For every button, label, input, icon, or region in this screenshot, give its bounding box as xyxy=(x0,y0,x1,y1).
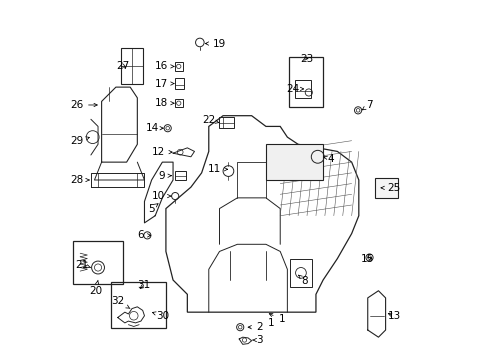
Bar xyxy=(73,241,123,284)
Text: 24: 24 xyxy=(286,84,303,94)
Text: 9: 9 xyxy=(158,171,171,181)
Text: 20: 20 xyxy=(89,280,102,296)
Text: 4: 4 xyxy=(323,154,333,163)
Text: 22: 22 xyxy=(202,115,219,125)
Bar xyxy=(175,78,183,89)
Bar xyxy=(288,57,323,107)
Text: 31: 31 xyxy=(137,280,150,291)
Text: 7: 7 xyxy=(362,100,372,110)
Text: 21: 21 xyxy=(75,260,91,270)
Text: 3: 3 xyxy=(252,335,262,345)
Text: 5: 5 xyxy=(147,203,158,213)
Text: 18: 18 xyxy=(154,98,174,108)
Text: 14: 14 xyxy=(145,123,163,133)
Text: 11: 11 xyxy=(207,164,227,174)
Text: 17: 17 xyxy=(154,78,174,89)
Text: 23: 23 xyxy=(299,54,312,64)
Text: 8: 8 xyxy=(298,275,307,286)
Text: 26: 26 xyxy=(70,100,97,110)
Bar xyxy=(294,80,310,98)
Text: 1: 1 xyxy=(267,318,274,328)
Text: 16: 16 xyxy=(154,62,174,71)
Bar xyxy=(175,171,185,180)
Text: 10: 10 xyxy=(152,191,171,201)
Text: 27: 27 xyxy=(116,61,129,71)
Bar xyxy=(121,48,142,84)
Text: 25: 25 xyxy=(380,183,400,193)
Bar xyxy=(219,117,233,128)
Text: 12: 12 xyxy=(152,147,172,157)
Text: 13: 13 xyxy=(386,311,400,321)
Text: 28: 28 xyxy=(70,175,89,185)
Bar xyxy=(374,178,397,198)
Text: 29: 29 xyxy=(70,136,89,147)
Text: 32: 32 xyxy=(111,296,130,309)
Bar xyxy=(290,258,311,287)
Text: 2: 2 xyxy=(247,322,262,332)
Text: 19: 19 xyxy=(205,39,225,49)
Bar xyxy=(175,99,183,108)
Bar xyxy=(265,144,323,180)
Text: 15: 15 xyxy=(360,254,373,264)
Text: 1: 1 xyxy=(269,314,285,324)
Bar xyxy=(175,62,183,71)
Text: 30: 30 xyxy=(152,311,169,321)
Bar xyxy=(110,282,165,328)
Text: 6: 6 xyxy=(137,230,150,240)
